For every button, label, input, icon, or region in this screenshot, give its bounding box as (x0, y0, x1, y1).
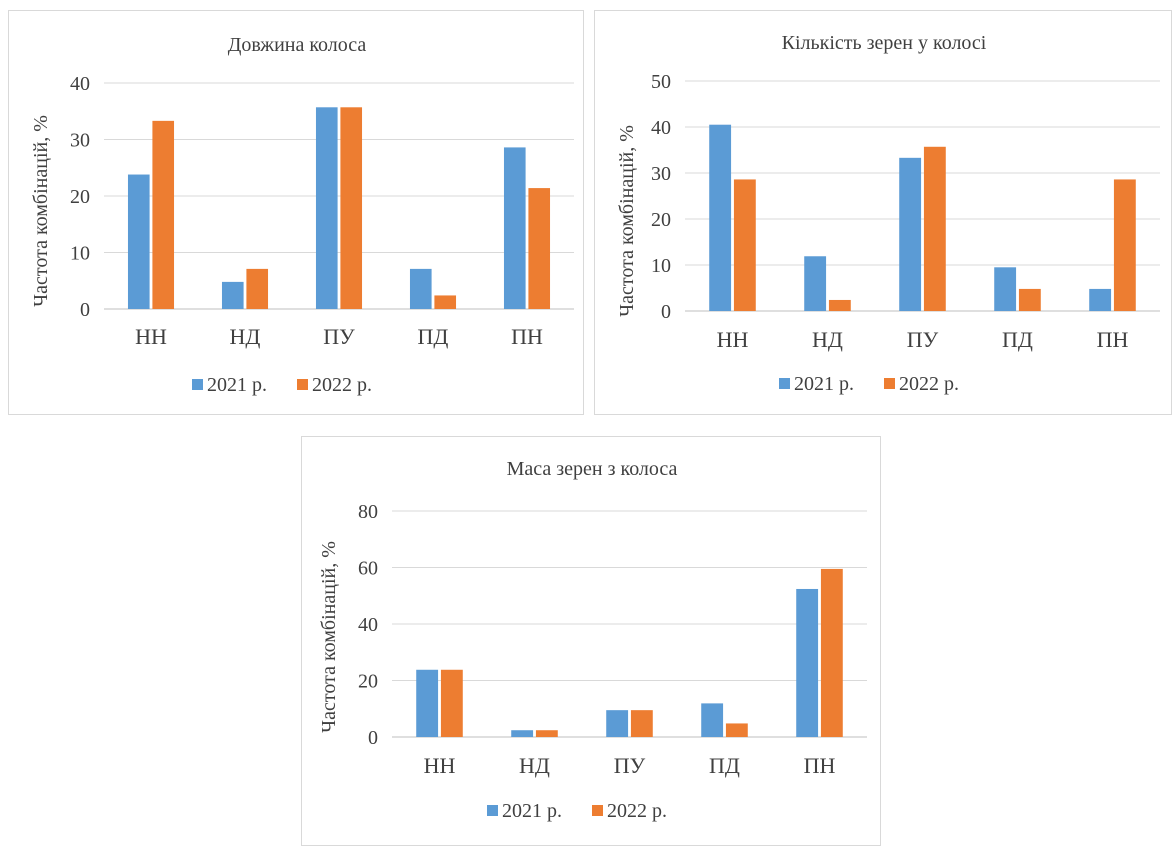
chart-title: Кількість зерен у колосі (782, 32, 987, 54)
legend-label: 2022 р. (899, 373, 959, 395)
legend-label: 2021 р. (207, 374, 267, 396)
bar-2021-1 (511, 730, 534, 737)
x-category-label: ПД (418, 324, 449, 349)
chart-panel-kilkist-zeren: Кількість зерен у колосі Частота комбіна… (594, 10, 1172, 415)
bar-2021-3 (701, 703, 724, 737)
y-tick-label: 0 (368, 727, 378, 749)
y-tick-label: 20 (358, 671, 378, 693)
y-tick-label: 30 (70, 130, 90, 152)
bar-2021-2 (606, 710, 629, 737)
y-axis-label: Частота комбінацій, % (30, 115, 52, 307)
x-category-label: ПУ (614, 753, 646, 778)
x-category-label: НН (717, 327, 749, 352)
x-category-label: ПД (709, 753, 740, 778)
y-tick-label: 80 (358, 501, 378, 523)
bar-2021-1 (221, 281, 244, 309)
bar-2021-0 (127, 174, 150, 309)
bar-2021-0 (416, 669, 439, 737)
bar-2021-1 (804, 256, 827, 311)
y-axis-label: Частота комбінацій, % (616, 125, 638, 317)
bar-2022-2 (630, 710, 653, 737)
bar-2022-3 (1018, 288, 1041, 311)
chart-svg-dovzhyna-kolosa: Довжина колоса Частота комбінацій, % 0 10… (30, 34, 574, 396)
y-tick-label: 40 (358, 614, 378, 636)
legend-swatch-2021 (779, 378, 790, 389)
chart-svg-kilkist-zeren: Кількість зерен у колосі Частота комбіна… (616, 32, 1160, 395)
x-category-label: НД (230, 324, 261, 349)
bar-2022-2 (340, 107, 363, 309)
x-category-label: ПН (1097, 327, 1129, 352)
x-category-label: ПН (804, 753, 836, 778)
y-tick-label: 40 (651, 117, 671, 139)
bar-2021-0 (709, 124, 732, 311)
y-tick-label: 40 (70, 73, 90, 95)
y-tick-label: 10 (70, 243, 90, 265)
legend-swatch-2022 (297, 379, 308, 390)
x-category-label: ПД (1002, 327, 1033, 352)
y-tick-label: 60 (358, 558, 378, 580)
bar-2022-1 (246, 268, 269, 309)
bar-2022-0 (152, 120, 175, 309)
y-tick-label: 0 (80, 299, 90, 321)
bar-2022-4 (1113, 179, 1136, 311)
legend-swatch-2022 (592, 805, 603, 816)
legend-swatch-2021 (487, 805, 498, 816)
bar-2022-3 (434, 295, 457, 309)
bar-2022-1 (828, 299, 851, 311)
y-tick-label: 20 (70, 186, 90, 208)
y-axis-label: Частота комбінацій, % (318, 541, 340, 733)
bar-2021-4 (1089, 288, 1112, 311)
bar-2021-4 (796, 588, 819, 737)
chart-title: Маса зерен з колоса (507, 458, 678, 480)
bar-2021-2 (315, 107, 338, 309)
y-tick-label: 20 (651, 209, 671, 231)
x-category-label: ПН (511, 324, 543, 349)
bar-2022-3 (725, 723, 748, 737)
bar-2021-3 (994, 267, 1017, 311)
chart-svg-masa-zeren: Маса зерен з колоса Частота комбінацій, … (318, 458, 867, 822)
bar-2022-0 (733, 179, 756, 311)
x-category-label: НН (424, 753, 456, 778)
y-tick-label: 10 (651, 255, 671, 277)
x-category-label: НН (135, 324, 167, 349)
y-tick-label: 0 (661, 301, 671, 323)
chart-panel-dovzhyna-kolosa: Довжина колоса Частота комбінацій, % 0 10… (8, 10, 584, 415)
bar-2022-1 (535, 730, 558, 737)
x-category-label: ПУ (907, 327, 939, 352)
bar-2021-3 (409, 268, 432, 309)
legend-swatch-2021 (192, 379, 203, 390)
bar-2022-2 (923, 146, 946, 311)
y-tick-label: 50 (651, 71, 671, 93)
bar-2022-0 (440, 669, 463, 737)
legend-label: 2022 р. (312, 374, 372, 396)
bar-2022-4 (820, 568, 843, 737)
chart-title: Довжина колоса (228, 34, 367, 56)
chart-panel-masa-zeren: Маса зерен з колоса Частота комбінацій, … (301, 436, 881, 846)
bar-2021-4 (503, 147, 526, 309)
x-category-label: НД (519, 753, 550, 778)
bar-2022-4 (528, 188, 551, 309)
x-category-label: ПУ (323, 324, 355, 349)
legend-swatch-2022 (884, 378, 895, 389)
legend-label: 2021 р. (502, 800, 562, 822)
bar-2021-2 (899, 157, 922, 311)
legend-label: 2021 р. (794, 373, 854, 395)
legend-label: 2022 р. (607, 800, 667, 822)
y-tick-label: 30 (651, 163, 671, 185)
x-category-label: НД (812, 327, 843, 352)
